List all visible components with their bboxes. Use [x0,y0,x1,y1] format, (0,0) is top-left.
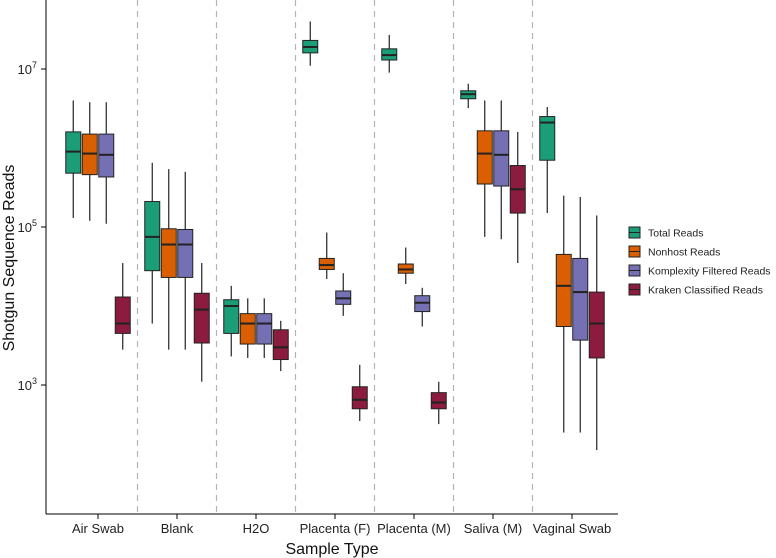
legend: Total Reads Nonhost Reads Komplexity Filte… [628,226,771,297]
legend-item: Kraken Classified Reads [628,283,763,297]
box-marks [65,21,605,451]
x-axis-ticks: Air Swab Blank H2O Placenta (F) Placenta (M)… [72,514,611,536]
box-iqr [160,228,177,278]
box-komplexity-filtered-reads-5 [493,100,510,240]
box-iqr [351,386,368,410]
box-iqr [256,313,273,345]
box-total-reads-5 [460,83,477,109]
box-total-reads-0 [65,100,82,218]
x-tick-label: H2O [243,521,270,536]
box-iqr [318,257,335,270]
box-komplexity-filtered-reads-2 [256,298,273,358]
box-komplexity-filtered-reads-0 [98,102,115,224]
legend-label: Kraken Classified Reads [648,285,763,297]
category-separators [136,0,534,514]
box-iqr [193,292,210,344]
box-total-reads-4 [381,34,398,73]
box-iqr [476,130,493,185]
box-iqr [555,253,572,328]
x-tick-label: Placenta (M) [377,521,451,536]
box-iqr [588,291,605,359]
box-iqr [272,329,289,361]
legend-label: Komplexity Filtered Reads [648,266,771,278]
legend-item: Total Reads [628,226,703,240]
box-nonhost-reads-3 [318,232,335,279]
box-total-reads-6 [539,107,556,214]
y-axis-ticks: 103 105 107 [18,60,46,393]
box-total-reads-2 [223,285,240,357]
box-iqr [539,116,556,161]
box-iqr [114,296,131,334]
legend-label: Nonhost Reads [648,247,720,259]
box-total-reads-1 [144,162,161,324]
y-tick-label: 105 [18,218,37,235]
y-tick-label: 107 [18,60,37,77]
x-tick-label: Placenta (F) [300,521,371,536]
box-iqr [430,392,447,410]
box-iqr [239,313,256,345]
box-nonhost-reads-2 [239,298,256,358]
y-axis-title: Shotgun Sequence Reads [1,165,18,352]
box-kraken-classified-reads-6 [588,215,605,451]
box-iqr [572,257,589,341]
legend-item: Nonhost Reads [628,245,720,259]
box-nonhost-reads-6 [555,195,572,433]
box-iqr [493,130,510,187]
box-kraken-classified-reads-3 [351,364,368,422]
legend-label: Total Reads [648,228,703,240]
box-nonhost-reads-0 [81,102,98,221]
box-kraken-classified-reads-4 [430,381,447,425]
box-komplexity-filtered-reads-6 [572,196,589,433]
legend-item: Komplexity Filtered Reads [628,264,771,278]
box-kraken-classified-reads-0 [114,263,131,350]
box-total-reads-3 [302,21,319,66]
box-komplexity-filtered-reads-1 [177,171,194,350]
y-tick-label: 103 [18,376,37,393]
x-tick-label: Vaginal Swab [533,521,612,536]
x-tick-label: Air Swab [72,521,124,536]
box-iqr [223,299,240,334]
box-kraken-classified-reads-1 [193,263,210,382]
x-tick-label: Blank [161,521,194,536]
x-axis-title: Sample Type [285,541,378,558]
box-nonhost-reads-5 [476,100,493,237]
box-kraken-classified-reads-2 [272,320,289,372]
x-tick-label: Saliva (M) [464,521,523,536]
box-komplexity-filtered-reads-3 [335,273,352,316]
box-nonhost-reads-1 [160,169,177,350]
box-komplexity-filtered-reads-4 [414,287,431,327]
box-kraken-classified-reads-5 [509,131,526,264]
box-nonhost-reads-4 [397,247,414,284]
box-iqr [177,228,194,278]
